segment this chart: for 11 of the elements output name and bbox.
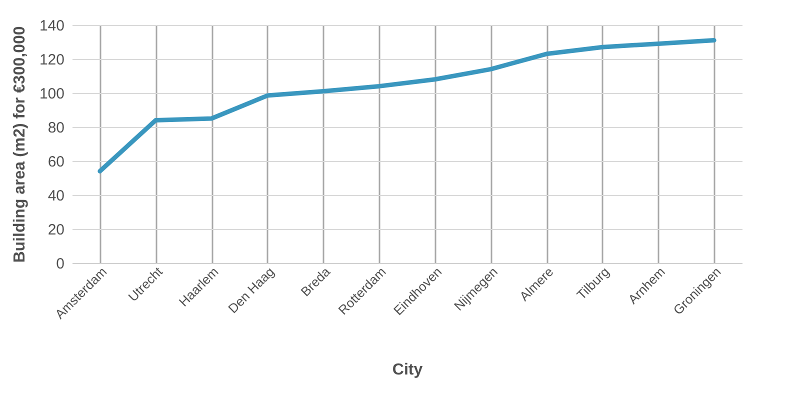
y-tick-label: 40	[48, 188, 64, 204]
y-tick-label: 120	[39, 52, 64, 68]
y-tick-label: 140	[39, 18, 64, 34]
y-tick-label: 100	[39, 86, 64, 102]
y-tick-label: 0	[56, 256, 64, 272]
y-tick-label: 20	[48, 222, 64, 238]
y-tick-label: 60	[48, 154, 64, 170]
y-tick-label: 80	[48, 120, 64, 136]
y-axis-title: Building area (m2) for €300,000	[11, 26, 28, 263]
x-axis-title: City	[392, 362, 423, 379]
line-series	[98, 38, 716, 174]
